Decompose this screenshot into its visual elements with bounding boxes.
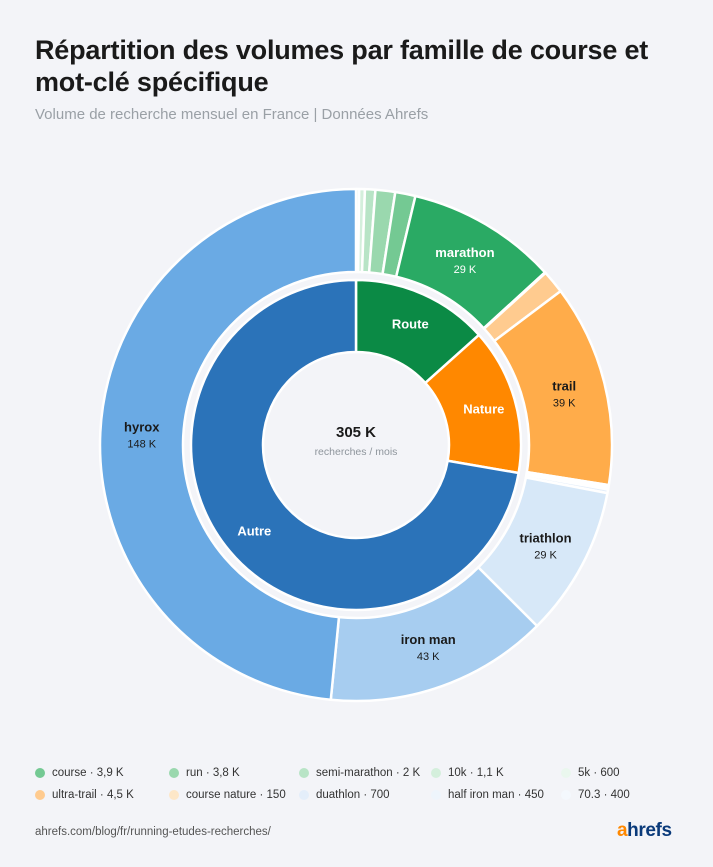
outer-label-hyrox: hyrox 148 K [124, 419, 160, 450]
legend-label: ultra-trail · 4,5 K [52, 789, 134, 801]
legend-label: 5k · 600 [578, 767, 620, 779]
outer-label-name: triathlon [520, 530, 572, 545]
inner-label-nature: Nature [463, 401, 504, 416]
inner-label-autre: Autre [237, 524, 271, 539]
center-caption: recherches / mois [315, 446, 398, 458]
chart-legend: course · 3,9 K run · 3,8 K semi-marathon ·… [35, 766, 695, 802]
legend-label: 10k · 1,1 K [448, 767, 504, 779]
outer-label-triathlon: triathlon 29 K [520, 530, 572, 561]
legend-swatch [35, 768, 45, 778]
inner-label-route: Route [392, 317, 429, 332]
legend-label: run · 3,8 K [186, 767, 240, 779]
legend-swatch [169, 790, 179, 800]
legend-item-course: course · 3,9 K [35, 766, 169, 780]
outer-label-marathon: marathon 29 K [435, 245, 494, 276]
legend-swatch [169, 768, 179, 778]
logo-text: hrefs [627, 820, 672, 841]
source-url[interactable]: ahrefs.com/blog/fr/running-etudes-recher… [35, 826, 271, 838]
legend-swatch [35, 790, 45, 800]
legend-item-semi-marathon: semi-marathon · 2 K [299, 766, 431, 780]
outer-label-value: 39 K [553, 397, 576, 409]
donut-chart: Route Nature Autre marathon 29 K trail 39 K tri… [98, 187, 614, 703]
outer-label-value: 43 K [417, 651, 440, 663]
inner-slice-autre [189, 278, 520, 612]
legend-swatch [431, 768, 441, 778]
legend-label: semi-marathon · 2 K [316, 767, 421, 779]
outer-label-value: 29 K [454, 264, 477, 276]
chart-subtitle: Volume de recherche mensuel en France | … [35, 106, 429, 123]
legend-item-5k: 5k · 600 [561, 766, 681, 780]
legend-item-half-iron-man: half iron man · 450 [431, 788, 561, 802]
legend-swatch [561, 768, 571, 778]
legend-label: course nature · 150 [186, 789, 286, 801]
outer-label-value: 148 K [127, 438, 156, 450]
legend-item-ultra-trail: ultra-trail · 4,5 K [35, 788, 169, 802]
legend-swatch [561, 790, 571, 800]
legend-label: course · 3,9 K [52, 767, 124, 779]
legend-item-10k: 10k · 1,1 K [431, 766, 561, 780]
outer-label-name: hyrox [124, 419, 160, 434]
center-total: 305 K [336, 424, 376, 441]
legend-item-run: run · 3,8 K [169, 766, 299, 780]
outer-slice-hyrox [98, 187, 358, 702]
legend-swatch [299, 768, 309, 778]
legend-item-70-3: 70.3 · 400 [561, 788, 681, 802]
outer-label-value: 29 K [534, 549, 557, 561]
chart-title: Répartition des volumes par famille de c… [35, 35, 649, 97]
legend-label: duathlon · 700 [316, 789, 390, 801]
legend-item-duathlon: duathlon · 700 [299, 788, 431, 802]
ahrefs-logo: ahrefs [617, 820, 672, 842]
logo-accent: a [617, 820, 628, 841]
legend-item-course-nature: course nature · 150 [169, 788, 299, 802]
legend-swatch [431, 790, 441, 800]
outer-label-name: marathon [435, 245, 494, 260]
legend-label: half iron man · 450 [448, 789, 544, 801]
outer-label-name: trail [552, 378, 576, 393]
legend-label: 70.3 · 400 [578, 789, 630, 801]
outer-label-iron-man: iron man 43 K [401, 632, 456, 663]
outer-label-name: iron man [401, 632, 456, 647]
outer-label-trail: trail 39 K [552, 378, 576, 409]
legend-swatch [299, 790, 309, 800]
